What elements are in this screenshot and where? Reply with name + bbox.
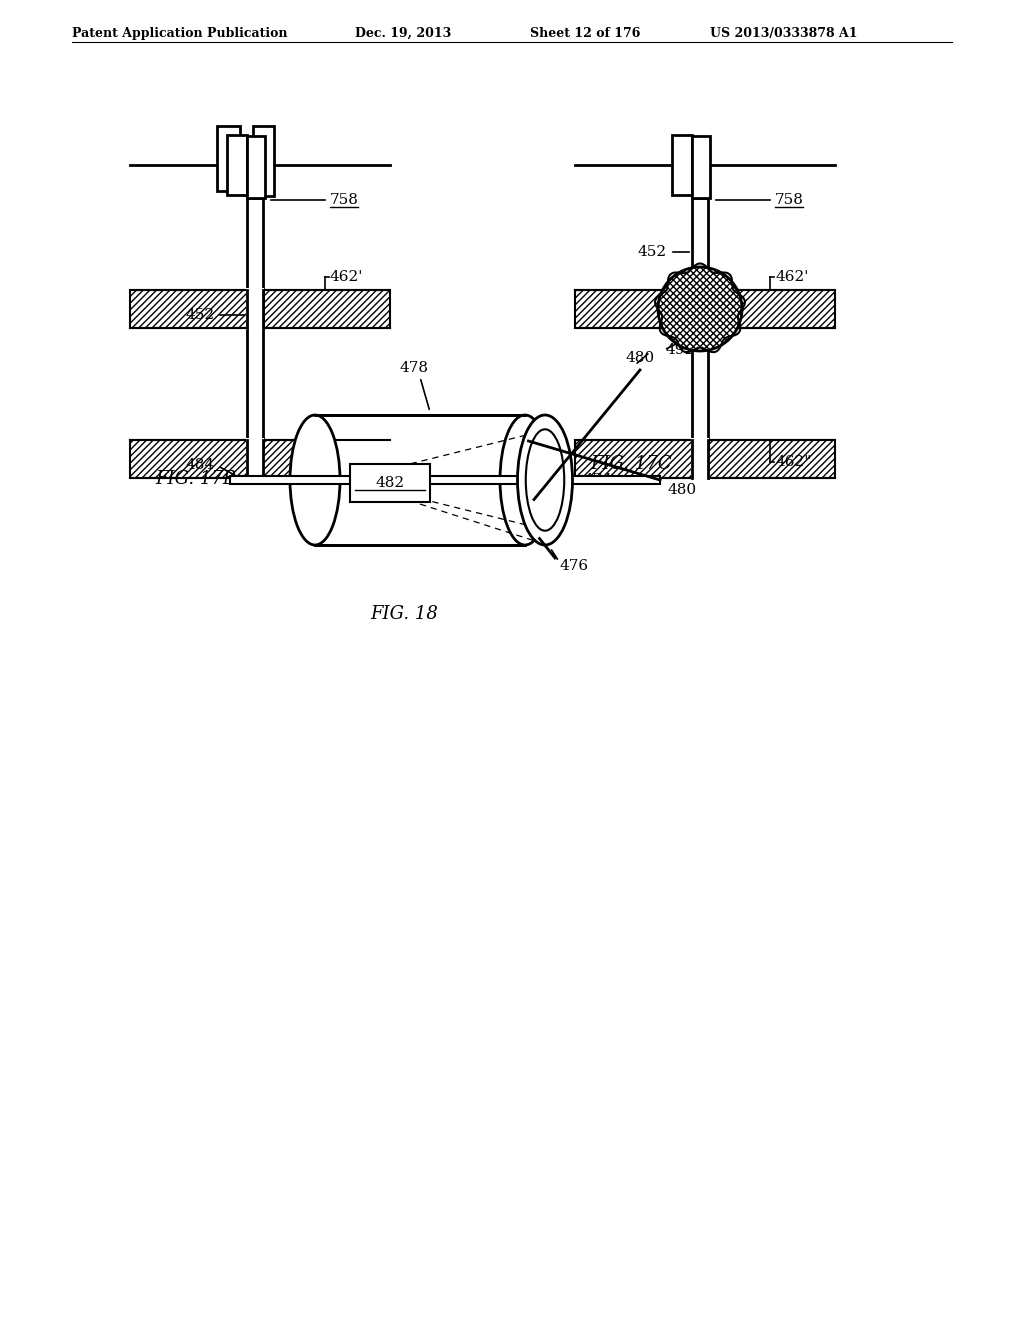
Text: FIG. 18: FIG. 18: [370, 605, 438, 623]
Text: Sheet 12 of 176: Sheet 12 of 176: [530, 26, 640, 40]
Text: 462": 462": [775, 455, 811, 469]
Text: FIG. 17C: FIG. 17C: [590, 455, 672, 473]
Bar: [672, 135, 692, 195]
Bar: [253, 125, 274, 195]
Text: 484: 484: [185, 458, 214, 473]
Text: Patent Application Publication: Patent Application Publication: [72, 26, 288, 40]
Bar: [692, 198, 708, 450]
Text: 462': 462': [775, 271, 808, 284]
Text: FIG. 17B: FIG. 17B: [155, 470, 237, 488]
Text: 462': 462': [330, 271, 364, 284]
Bar: [247, 136, 265, 198]
Bar: [246, 288, 264, 330]
Text: 480: 480: [625, 351, 654, 366]
Bar: [691, 288, 709, 330]
Text: 758: 758: [775, 193, 804, 207]
Ellipse shape: [517, 414, 572, 545]
Bar: [315, 414, 525, 545]
Ellipse shape: [290, 414, 340, 545]
Text: 452: 452: [638, 246, 667, 259]
Text: 452: 452: [185, 308, 214, 322]
Text: 474: 474: [584, 473, 612, 487]
Bar: [692, 136, 710, 198]
Bar: [230, 477, 660, 484]
Text: 478: 478: [400, 360, 429, 375]
Text: US 2013/0333878 A1: US 2013/0333878 A1: [710, 26, 857, 40]
Bar: [691, 438, 709, 480]
Text: Dec. 19, 2013: Dec. 19, 2013: [355, 26, 452, 40]
Bar: [246, 438, 264, 480]
Text: 492: 492: [665, 343, 694, 356]
Text: 476: 476: [560, 560, 589, 573]
Circle shape: [658, 267, 742, 351]
Text: 482: 482: [376, 477, 404, 490]
Text: 480: 480: [668, 483, 697, 498]
Bar: [227, 135, 247, 195]
Bar: [247, 198, 263, 450]
Bar: [350, 465, 430, 502]
Text: 758: 758: [330, 193, 358, 207]
Ellipse shape: [500, 414, 550, 545]
Text: 462": 462": [330, 455, 367, 469]
Bar: [217, 125, 240, 191]
